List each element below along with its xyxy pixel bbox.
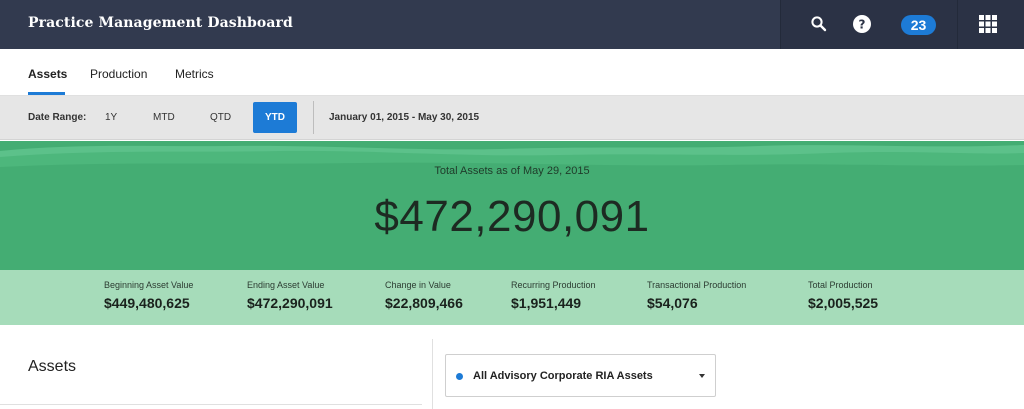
column-divider [432, 339, 433, 409]
stat-recurring-production: Recurring Production $1,951,449 [511, 280, 596, 311]
tab-metrics[interactable]: Metrics [175, 67, 214, 81]
chevron-down-icon [699, 374, 705, 378]
app-title: Practice Management Dashboard [28, 15, 293, 31]
stat-value: $472,290,091 [247, 295, 333, 311]
summary-stats: Beginning Asset Value $449,480,625 Endin… [0, 270, 1024, 325]
stat-value: $2,005,525 [808, 295, 879, 311]
svg-text:?: ? [859, 18, 866, 32]
stat-value: $22,809,466 [385, 295, 463, 311]
notification-badge[interactable]: 23 [901, 15, 936, 35]
assets-section: Assets All Advisory Corporate RIA Assets [0, 325, 1024, 409]
assets-section-title: Assets [28, 358, 77, 375]
stat-beginning-asset-value: Beginning Asset Value $449,480,625 [104, 280, 193, 311]
apps-grid-icon[interactable] [977, 13, 999, 35]
stat-change-in-value: Change in Value $22,809,466 [385, 280, 463, 311]
stat-label: Ending Asset Value [247, 280, 325, 290]
stat-label: Total Production [808, 280, 873, 290]
range-ytd-button[interactable]: YTD [253, 102, 297, 133]
range-mtd-button[interactable]: MTD [153, 112, 175, 123]
asset-group-dropdown[interactable]: All Advisory Corporate RIA Assets [445, 354, 716, 397]
stat-value: $1,951,449 [511, 295, 582, 311]
main-tabs: Assets Production Metrics [0, 49, 1024, 96]
date-range-divider [313, 101, 314, 134]
total-assets-hero: Total Assets as of May 29, 2015 $472,290… [0, 141, 1024, 270]
top-bar-divider [957, 0, 958, 49]
status-dot [456, 373, 463, 380]
stat-value: $449,480,625 [104, 295, 190, 311]
date-range-bar: Date Range: 1Y MTD QTD YTD January 01, 2… [0, 96, 1024, 140]
stat-label: Recurring Production [511, 280, 596, 290]
tab-production[interactable]: Production [90, 67, 148, 81]
stat-total-production: Total Production $2,005,525 [808, 280, 878, 311]
tab-assets[interactable]: Assets [28, 67, 68, 81]
active-tab-indicator [28, 92, 65, 95]
stat-value: $54,076 [647, 295, 698, 311]
search-icon[interactable] [808, 13, 830, 35]
stat-ending-asset-value: Ending Asset Value $472,290,091 [247, 280, 333, 311]
stat-label: Transactional Production [647, 280, 747, 290]
asset-group-selected: All Advisory Corporate RIA Assets [473, 370, 653, 382]
total-assets-value: $472,290,091 [374, 192, 650, 241]
top-bar-divider [780, 0, 781, 49]
help-icon[interactable]: ? [851, 13, 873, 35]
hero-wave-background [0, 145, 1024, 270]
stat-label: Change in Value [385, 280, 451, 290]
date-range-text: January 01, 2015 - May 30, 2015 [329, 112, 480, 123]
stat-label: Beginning Asset Value [104, 280, 194, 290]
total-assets-subtitle: Total Assets as of May 29, 2015 [434, 165, 590, 177]
range-1y-button[interactable]: 1Y [105, 112, 118, 123]
section-divider [0, 404, 422, 405]
date-range-label: Date Range: [28, 112, 87, 123]
stat-transactional-production: Transactional Production $54,076 [647, 280, 746, 311]
top-bar: Practice Management Dashboard ? 23 [0, 0, 1024, 49]
range-qtd-button[interactable]: QTD [210, 112, 232, 123]
